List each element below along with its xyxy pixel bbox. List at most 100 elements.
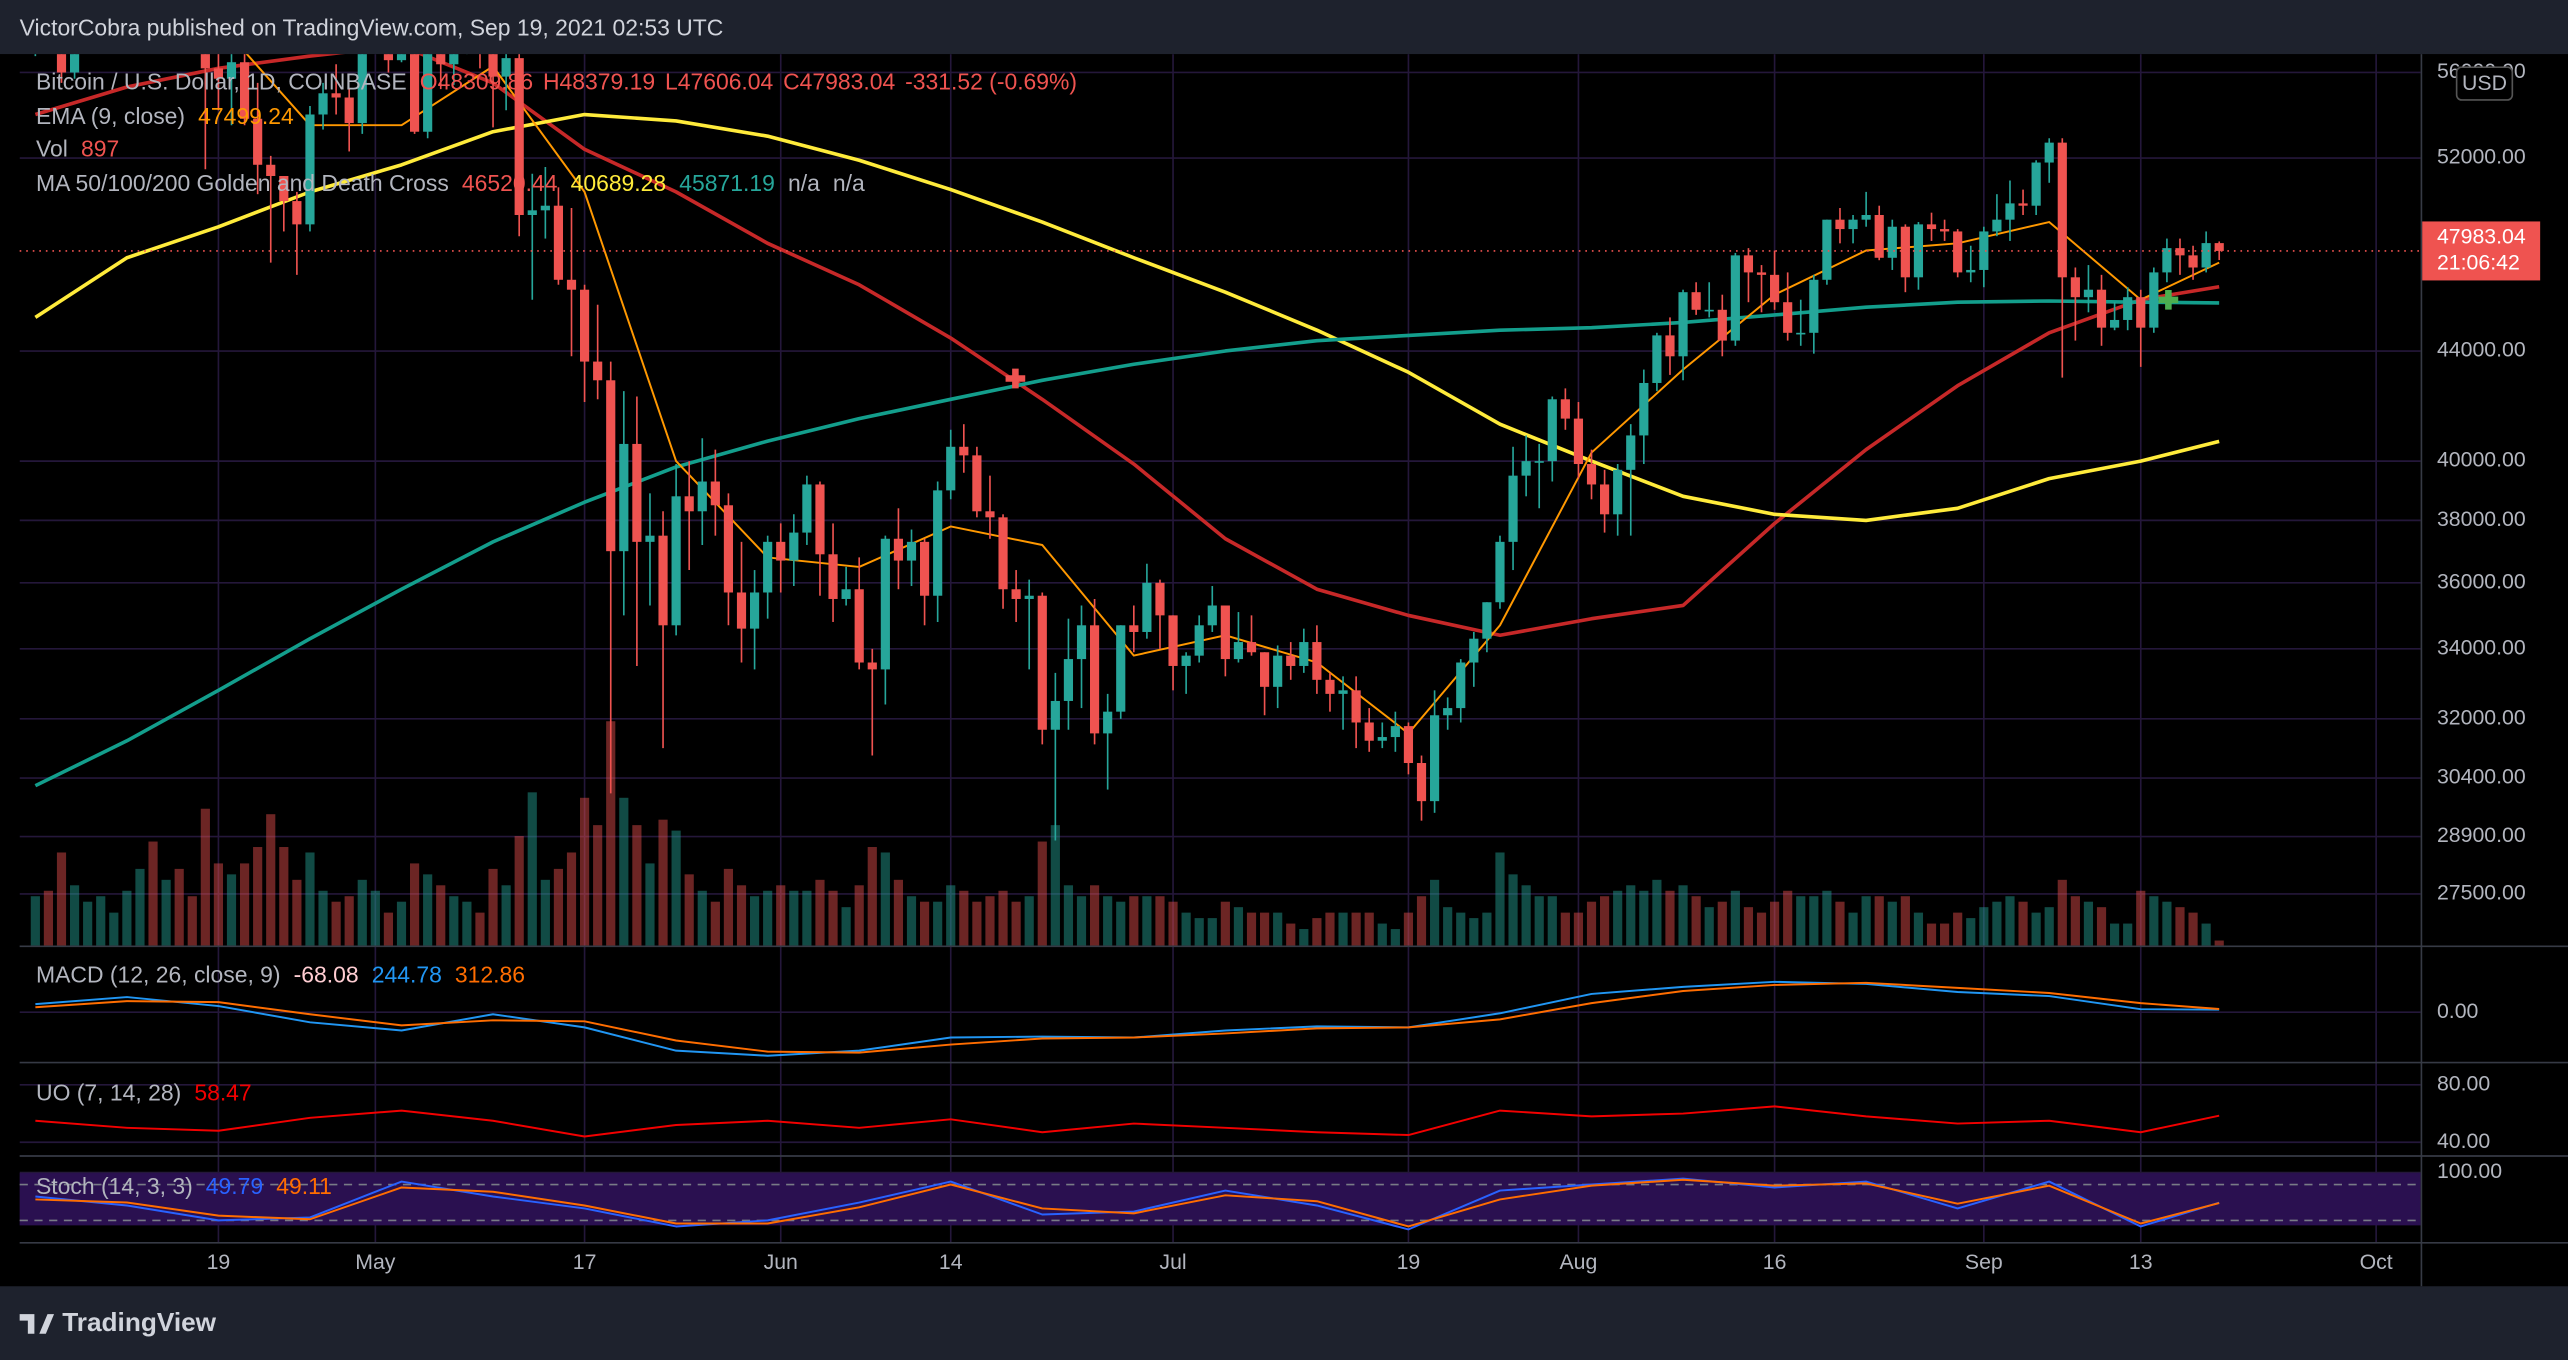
volume-bar — [736, 885, 747, 946]
indicators — [19, 250, 2421, 1231]
candle-body — [1142, 582, 1152, 632]
volume-bar — [1299, 929, 1309, 946]
volume-bar — [1796, 896, 1806, 946]
candle-body — [1534, 461, 1544, 463]
volume-bar — [2162, 901, 2172, 946]
volume-bar — [959, 890, 969, 946]
candle-body — [789, 532, 799, 561]
volume-bar — [1940, 923, 1950, 946]
candle-body — [279, 175, 289, 202]
volume-bar — [1103, 896, 1113, 946]
volume-bar — [972, 901, 982, 946]
volume-bar — [344, 896, 354, 946]
y-tick-label: 100.00 — [2437, 1159, 2502, 1183]
x-tick-label: 16 — [1763, 1250, 1787, 1274]
volume-bar — [1717, 901, 1727, 946]
legend-ema: EMA (9, close) 47499.24 — [36, 103, 294, 129]
volume-bar — [1430, 879, 1440, 946]
candle-body — [671, 496, 681, 626]
candle-body — [1155, 582, 1165, 616]
volume-bar — [213, 863, 224, 946]
candle-body — [749, 592, 760, 629]
candle-body — [1626, 435, 1636, 470]
volume-bar — [1979, 907, 1989, 946]
death-cross-marker — [1005, 368, 1026, 389]
candle-body — [906, 541, 917, 561]
y-tick-label: 0.00 — [2437, 999, 2478, 1023]
candle-body — [527, 210, 537, 215]
candle-body — [2057, 142, 2067, 278]
volume — [30, 721, 2224, 946]
legend-symbol: Bitcoin / U.S. Dollar, 1D, COINBASE O4830… — [36, 69, 1077, 95]
volume-bar — [671, 830, 681, 946]
ma50-value: 46520.44 — [462, 170, 558, 196]
volume-bar — [1312, 918, 1322, 946]
candle-body — [2162, 248, 2172, 273]
volume-bar — [409, 863, 420, 946]
volume-bar — [828, 890, 838, 946]
candle-body — [1076, 625, 1087, 660]
volume-bar — [1874, 896, 1884, 946]
candle-body — [1966, 269, 1976, 273]
y-tick-label: 36000.00 — [2437, 569, 2526, 593]
volume-bar — [2083, 901, 2094, 946]
volume-bar — [1704, 907, 1714, 946]
candle-body — [1312, 642, 1322, 680]
volume-bar — [1665, 890, 1675, 946]
h-value: 48379.19 — [560, 69, 656, 95]
golden-cross-marker — [2158, 290, 2179, 310]
candle-body — [305, 114, 315, 225]
candle-body — [1024, 595, 1034, 599]
volume-bar — [1325, 912, 1335, 946]
volume-bar — [331, 901, 341, 946]
volume-bar — [1286, 923, 1296, 946]
candles — [34, 54, 2224, 841]
volume-bar — [1560, 912, 1570, 946]
candle-body — [2214, 243, 2224, 251]
volume-bar — [1116, 901, 1126, 946]
volume-bar — [1364, 912, 1374, 946]
na: n/a — [788, 170, 820, 196]
volume-bar — [1586, 901, 1597, 946]
volume-bar — [514, 836, 524, 946]
volume-bar — [30, 896, 40, 946]
candle-body — [2136, 297, 2146, 328]
x-tick-label: 19 — [207, 1250, 231, 1274]
macd-value: 244.78 — [372, 962, 442, 988]
currency-box[interactable] — [2455, 66, 2514, 101]
volume-bar — [2201, 923, 2211, 946]
candle-body — [318, 93, 328, 115]
candle-body — [1613, 469, 1623, 515]
volume-bar — [370, 890, 380, 946]
candle-body — [226, 62, 237, 79]
volume-bar — [1783, 890, 1793, 946]
volume-bar — [1011, 901, 1021, 946]
volume-bar — [1534, 896, 1544, 946]
volume-bar — [436, 885, 446, 946]
candle-body — [1717, 309, 1727, 341]
volume-bar — [135, 868, 145, 946]
candle-body — [357, 54, 367, 124]
volume-bar — [1168, 901, 1178, 946]
volume-bar — [1469, 918, 1479, 946]
volume-bar — [2123, 923, 2133, 946]
o-value: 48309.86 — [438, 69, 534, 95]
candle-body — [736, 592, 747, 629]
ma-name: MA 50/100/200 Golden and Death Cross — [36, 170, 449, 196]
candle-body — [972, 455, 982, 512]
candle-body — [1940, 229, 1950, 232]
currency[interactable]: USD — [2462, 71, 2507, 95]
k-value: 49.79 — [206, 1173, 263, 1199]
candle-body — [1887, 226, 1897, 258]
volume-bar — [2214, 940, 2224, 946]
legend: Bitcoin / U.S. Dollar, 1D, COINBASE O4830… — [36, 69, 1077, 1199]
volume-bar — [1966, 918, 1976, 946]
ma-line — [34, 299, 2220, 788]
candle-body — [1299, 642, 1309, 666]
footer-bar — [0, 1286, 2568, 1360]
volume-bar — [1456, 912, 1466, 946]
volume-bar — [239, 863, 250, 946]
candle-body — [1743, 255, 1754, 273]
candle-body — [2201, 243, 2211, 268]
